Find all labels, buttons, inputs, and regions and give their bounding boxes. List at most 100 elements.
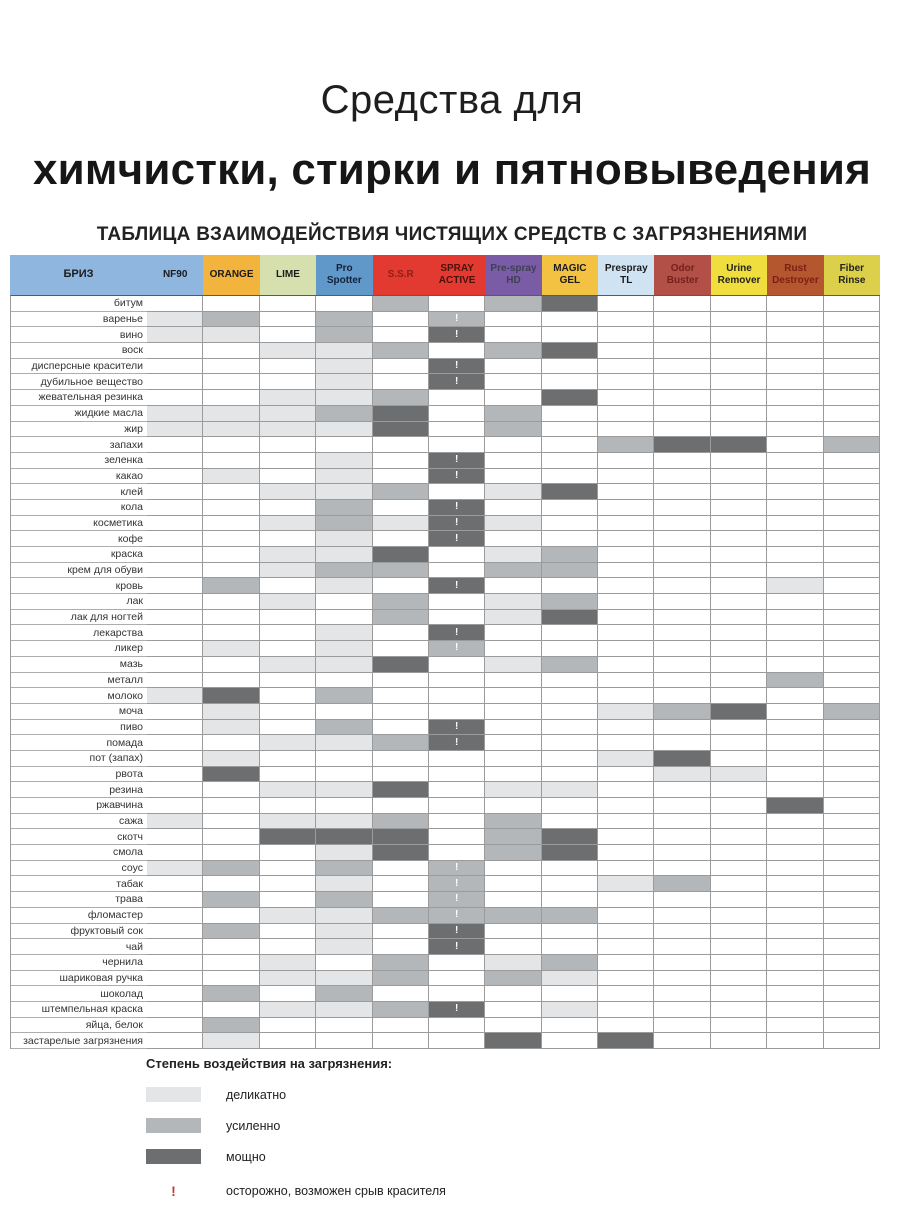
- table-row: жевательная резинка: [11, 390, 880, 406]
- matrix-cell: [485, 688, 542, 704]
- row-label: скотч: [11, 829, 147, 846]
- matrix-cell: [147, 515, 204, 532]
- matrix-cell: [541, 782, 599, 798]
- matrix-cell: [316, 876, 373, 893]
- matrix-cell: [823, 484, 880, 500]
- matrix-cell: [710, 986, 768, 1002]
- matrix-cell: [710, 860, 768, 877]
- matrix-cell: [654, 343, 711, 359]
- matrix-cell: [767, 782, 824, 798]
- matrix-cell: [485, 421, 542, 438]
- matrix-cell: [598, 766, 655, 783]
- matrix-cell: [598, 594, 655, 610]
- matrix-cell: [147, 468, 204, 485]
- matrix-cell: [654, 860, 711, 877]
- matrix-cell: [710, 374, 768, 391]
- matrix-cell: [598, 845, 655, 861]
- matrix-cell: [372, 296, 429, 312]
- matrix-cell: [259, 939, 317, 955]
- table-row: яйца, белок: [11, 1017, 880, 1034]
- matrix-cell: [485, 358, 542, 375]
- row-label: запахи: [11, 437, 147, 453]
- matrix-cell: [428, 672, 486, 689]
- matrix-cell: [598, 939, 655, 955]
- matrix-cell: [147, 1033, 204, 1049]
- matrix-cell: [485, 327, 542, 344]
- matrix-cell: [823, 405, 880, 422]
- matrix-cell: [485, 594, 542, 610]
- matrix-cell: [259, 358, 317, 375]
- matrix-cell: [147, 656, 204, 673]
- matrix-cell: [541, 625, 599, 642]
- matrix-cell: [259, 766, 317, 783]
- row-label: кофе: [11, 531, 147, 547]
- matrix-cell: [316, 939, 373, 955]
- matrix-cell: [598, 562, 655, 579]
- matrix-cell: [372, 656, 429, 673]
- matrix-cell: [767, 1001, 824, 1018]
- matrix-cell: [259, 515, 317, 532]
- matrix-cell: [485, 672, 542, 689]
- matrix-cell: [654, 939, 711, 955]
- table-row: чай!: [11, 939, 880, 955]
- matrix-cell: [372, 421, 429, 438]
- matrix-cell: [710, 515, 768, 532]
- matrix-cell: [147, 860, 204, 877]
- matrix-cell: [259, 923, 317, 940]
- matrix-cell: [203, 625, 260, 642]
- matrix-cell: [316, 484, 373, 500]
- matrix-cell: [654, 405, 711, 422]
- row-label: шоколад: [11, 986, 147, 1002]
- matrix-cell: [147, 484, 204, 500]
- matrix-cell: [654, 296, 711, 312]
- matrix-cell: [654, 782, 711, 798]
- matrix-cell: [710, 798, 768, 814]
- legend-item-delicate: деликатно: [146, 1087, 746, 1102]
- matrix-cell: !: [428, 374, 486, 391]
- matrix-cell: [428, 766, 486, 783]
- matrix-cell: [823, 782, 880, 798]
- matrix-cell: [654, 1017, 711, 1034]
- matrix-cell: [823, 954, 880, 971]
- matrix-cell: [485, 531, 542, 547]
- matrix-cell: [259, 390, 317, 406]
- matrix-cell: [541, 374, 599, 391]
- matrix-cell: [485, 750, 542, 767]
- matrix-cell: [316, 1033, 373, 1049]
- matrix-cell: [710, 829, 768, 846]
- matrix-cell: !: [428, 939, 486, 955]
- row-label: фруктовый сок: [11, 924, 147, 940]
- matrix-cell: [203, 468, 260, 485]
- matrix-cell: [541, 562, 599, 579]
- matrix-cell: [147, 845, 204, 861]
- matrix-cell: [372, 578, 429, 595]
- matrix-cell: [372, 939, 429, 955]
- matrix-cell: [316, 641, 373, 657]
- matrix-cell: [541, 311, 599, 328]
- row-label: фломастер: [11, 908, 147, 924]
- matrix-cell: !: [428, 1001, 486, 1018]
- matrix-cell: [823, 813, 880, 830]
- matrix-cell: [654, 390, 711, 406]
- row-label: клей: [11, 484, 147, 500]
- matrix-cell: [823, 939, 880, 955]
- table-row: лак: [11, 594, 880, 610]
- matrix-cell: [147, 421, 204, 438]
- row-label: вино: [11, 327, 147, 344]
- matrix-cell: [598, 327, 655, 344]
- matrix-cell: [767, 578, 824, 595]
- matrix-cell: [147, 970, 204, 987]
- matrix-cell: [710, 437, 768, 453]
- column-header: Pro Spotter: [316, 255, 373, 295]
- matrix-cell: !: [428, 923, 486, 940]
- matrix-cell: [823, 499, 880, 516]
- matrix-cell: [428, 405, 486, 422]
- matrix-cell: [372, 986, 429, 1002]
- row-label: кровь: [11, 578, 147, 595]
- matrix-cell: [654, 719, 711, 736]
- matrix-cell: [598, 813, 655, 830]
- matrix-cell: [598, 531, 655, 547]
- matrix-cell: [372, 343, 429, 359]
- matrix-cell: [259, 468, 317, 485]
- matrix-cell: [541, 750, 599, 767]
